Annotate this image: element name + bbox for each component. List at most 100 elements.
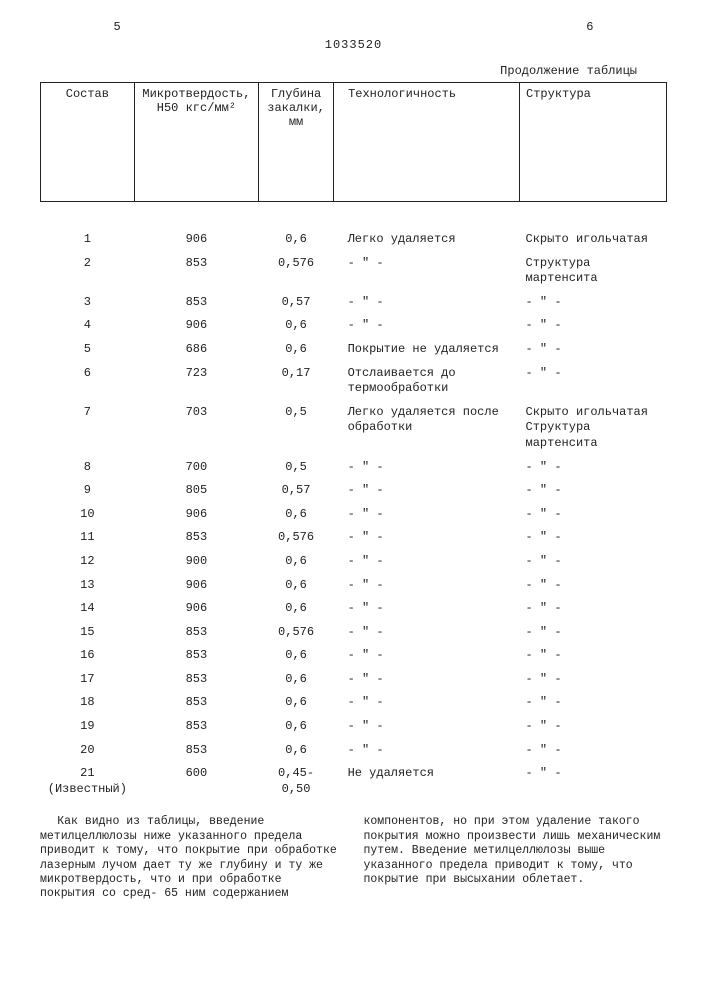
cell-depth: 0,6 bbox=[259, 739, 334, 763]
cell-process: Легко удаляется после обработки bbox=[334, 401, 520, 456]
cell-n: 3 bbox=[41, 291, 135, 315]
cell-n: 7 bbox=[41, 401, 135, 456]
cell-process: Отслаивается до термообработки bbox=[334, 362, 520, 401]
cell-structure: - " - bbox=[520, 644, 667, 668]
page-num-left: 5 bbox=[114, 20, 121, 34]
table-row: 28530,576- " -Структура мартенсита bbox=[41, 252, 667, 291]
cell-process: - " - bbox=[334, 739, 520, 763]
cell-hardness: 906 bbox=[134, 503, 258, 527]
cell-hardness: 853 bbox=[134, 739, 258, 763]
cell-structure: - " - bbox=[520, 762, 667, 801]
table-row: 19060,6Легко удаляетсяСкрыто игольчатая bbox=[41, 228, 667, 252]
cell-structure: Структура мартенсита bbox=[520, 252, 667, 291]
cell-n: 6 bbox=[41, 362, 135, 401]
table-row: 198530,6- " -- " - bbox=[41, 715, 667, 739]
cell-structure: - " - bbox=[520, 526, 667, 550]
cell-structure: - " - bbox=[520, 739, 667, 763]
cell-process: Покрытие не удаляется bbox=[334, 338, 520, 362]
cell-hardness: 853 bbox=[134, 526, 258, 550]
table-row: 168530,6- " -- " - bbox=[41, 644, 667, 668]
cell-depth: 0,6 bbox=[259, 574, 334, 598]
cell-depth: 0,6 bbox=[259, 338, 334, 362]
cell-hardness: 853 bbox=[134, 691, 258, 715]
cell-hardness: 805 bbox=[134, 479, 258, 503]
table-row: 129000,6- " -- " - bbox=[41, 550, 667, 574]
body-paragraph: Как видно из таблицы, введение метилцелл… bbox=[40, 815, 667, 901]
table-caption: Продолжение таблицы bbox=[40, 64, 667, 78]
cell-structure: - " - bbox=[520, 574, 667, 598]
cell-depth: 0,57 bbox=[259, 291, 334, 315]
cell-structure: - " - bbox=[520, 691, 667, 715]
cell-n: 21 (Известный) bbox=[41, 762, 135, 801]
cell-n: 18 bbox=[41, 691, 135, 715]
table-row: 49060,6- " -- " - bbox=[41, 314, 667, 338]
cell-depth: 0,6 bbox=[259, 503, 334, 527]
cell-depth: 0,5 bbox=[259, 401, 334, 456]
cell-structure: - " - bbox=[520, 362, 667, 401]
cell-n: 5 bbox=[41, 338, 135, 362]
cell-depth: 0,45-0,50 bbox=[259, 762, 334, 801]
table-row: 56860,6Покрытие не удаляется- " - bbox=[41, 338, 667, 362]
cell-process: - " - bbox=[334, 715, 520, 739]
cell-structure: - " - bbox=[520, 621, 667, 645]
table-row: 188530,6- " -- " - bbox=[41, 691, 667, 715]
cell-hardness: 853 bbox=[134, 644, 258, 668]
cell-process: - " - bbox=[334, 479, 520, 503]
cell-n: 12 bbox=[41, 550, 135, 574]
cell-depth: 0,57 bbox=[259, 479, 334, 503]
cell-n: 1 bbox=[41, 228, 135, 252]
header-row: Состав Микротвердость, H50 кгс/мм² Глуби… bbox=[41, 83, 667, 202]
cell-process: - " - bbox=[334, 314, 520, 338]
cell-structure: - " - bbox=[520, 338, 667, 362]
cell-n: 11 bbox=[41, 526, 135, 550]
cell-n: 2 bbox=[41, 252, 135, 291]
cell-hardness: 906 bbox=[134, 597, 258, 621]
cell-n: 4 bbox=[41, 314, 135, 338]
cell-process: Не удаляется bbox=[334, 762, 520, 801]
cell-hardness: 686 bbox=[134, 338, 258, 362]
cell-process: - " - bbox=[334, 691, 520, 715]
cell-process: - " - bbox=[334, 503, 520, 527]
cell-n: 13 bbox=[41, 574, 135, 598]
cell-depth: 0,17 bbox=[259, 362, 334, 401]
cell-hardness: 900 bbox=[134, 550, 258, 574]
cell-hardness: 700 bbox=[134, 456, 258, 480]
cell-hardness: 703 bbox=[134, 401, 258, 456]
cell-process: - " - bbox=[334, 597, 520, 621]
table-row: 118530,576- " -- " - bbox=[41, 526, 667, 550]
cell-process: - " - bbox=[334, 252, 520, 291]
table-row: 67230,17Отслаивается до термообработки- … bbox=[41, 362, 667, 401]
cell-depth: 0,6 bbox=[259, 550, 334, 574]
cell-n: 20 bbox=[41, 739, 135, 763]
cell-process: - " - bbox=[334, 621, 520, 645]
cell-depth: 0,576 bbox=[259, 252, 334, 291]
col-process: Технологичность bbox=[334, 83, 520, 202]
table-row: 139060,6- " -- " - bbox=[41, 574, 667, 598]
cell-structure: - " - bbox=[520, 479, 667, 503]
cell-depth: 0,576 bbox=[259, 526, 334, 550]
cell-depth: 0,6 bbox=[259, 314, 334, 338]
cell-process: - " - bbox=[334, 644, 520, 668]
cell-structure: - " - bbox=[520, 291, 667, 315]
cell-structure: Скрыто игольчатая Структура мартенсита bbox=[520, 401, 667, 456]
cell-structure: - " - bbox=[520, 715, 667, 739]
cell-hardness: 906 bbox=[134, 574, 258, 598]
cell-depth: 0,6 bbox=[259, 715, 334, 739]
cell-structure: Скрыто игольчатая bbox=[520, 228, 667, 252]
table-row: 178530,6- " -- " - bbox=[41, 668, 667, 692]
table-row: 109060,6- " -- " - bbox=[41, 503, 667, 527]
cell-structure: - " - bbox=[520, 456, 667, 480]
cell-n: 16 bbox=[41, 644, 135, 668]
table-row: 98050,57- " -- " - bbox=[41, 479, 667, 503]
table-row: 87000,5- " -- " - bbox=[41, 456, 667, 480]
cell-n: 19 bbox=[41, 715, 135, 739]
table-row: 77030,5Легко удаляется после обработкиСк… bbox=[41, 401, 667, 456]
cell-n: 15 bbox=[41, 621, 135, 645]
table-row: 38530,57- " -- " - bbox=[41, 291, 667, 315]
doc-number: 1033520 bbox=[40, 38, 667, 52]
page-num-right: 6 bbox=[586, 20, 593, 34]
cell-process: - " - bbox=[334, 668, 520, 692]
table-row: 208530,6- " -- " - bbox=[41, 739, 667, 763]
cell-hardness: 853 bbox=[134, 291, 258, 315]
table-row: 149060,6- " -- " - bbox=[41, 597, 667, 621]
